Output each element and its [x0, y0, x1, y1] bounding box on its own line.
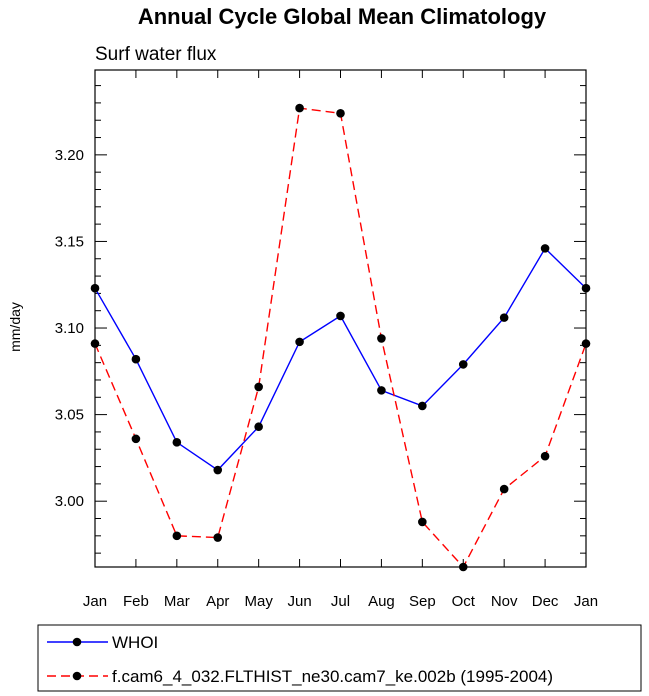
data-point: [254, 382, 263, 392]
x-tick-label: Jul: [331, 593, 350, 610]
x-tick-label: May: [244, 593, 273, 610]
x-tick-label: Jan: [574, 593, 598, 610]
data-point: [295, 337, 304, 347]
y-tick-label: 3.00: [55, 493, 84, 510]
data-point: [540, 451, 550, 461]
data-point: [377, 386, 386, 395]
data-point: [377, 334, 386, 343]
data-point: [295, 103, 304, 113]
x-tick-label: Aug: [368, 593, 395, 610]
legend: WHOI f.cam6_4_032.FLTHIST_ne30.cam7_ke.00…: [37, 624, 642, 692]
series-layer: [90, 103, 591, 572]
data-point: [499, 313, 509, 322]
x-tick-label: Mar: [164, 593, 190, 610]
data-point: [418, 401, 427, 411]
x-tick-label: Apr: [206, 593, 229, 610]
y-tick-label: 3.10: [55, 320, 84, 337]
plot-frame: [94, 69, 587, 568]
series-line-1: [94, 247, 587, 471]
y-axis-label: mm/day: [7, 302, 23, 352]
data-point: [172, 438, 182, 447]
data-point: [131, 354, 141, 364]
data-point: [213, 533, 223, 542]
data-point: [131, 434, 141, 444]
data-point: [336, 311, 345, 321]
chart-title: Annual Cycle Global Mean Climatology: [138, 4, 547, 29]
x-tick-labels: Jan Feb Mar Apr May Jun Jul Aug Sep Oct Nov Dec Jan: [83, 593, 598, 610]
y-tick-label: 3.05: [55, 407, 84, 424]
data-point: [254, 422, 263, 432]
legend-label: WHOI: [112, 633, 158, 652]
x-tick-label: Feb: [123, 593, 149, 610]
data-point: [418, 517, 427, 527]
data-point: [213, 465, 223, 475]
data-point: [458, 360, 468, 369]
legend-label: f.cam6_4_032.FLTHIST_ne30.cam7_ke.002b (…: [112, 667, 553, 686]
y-tick-labels: 3.00 3.05 3.10 3.15 3.20: [55, 147, 84, 510]
data-point: [499, 484, 509, 494]
data-point: [172, 531, 182, 541]
x-tick-label: Oct: [452, 593, 476, 610]
series-line-2: [94, 107, 587, 569]
axis-ticks: [94, 70, 587, 567]
data-point: [540, 244, 550, 253]
y-tick-label: 3.20: [55, 147, 84, 164]
y-tick-label: 3.15: [55, 233, 84, 250]
data-point: [336, 108, 345, 118]
x-tick-label: Sep: [409, 593, 436, 610]
x-tick-label: Dec: [532, 593, 559, 610]
legend-box: [37, 624, 642, 692]
chart-subtitle: Surf water flux: [95, 44, 217, 65]
x-tick-label: Jan: [83, 593, 107, 610]
legend-marker: [72, 671, 82, 681]
legend-marker: [72, 637, 82, 647]
x-tick-label: Jun: [287, 593, 311, 610]
x-tick-label: Nov: [491, 593, 518, 610]
